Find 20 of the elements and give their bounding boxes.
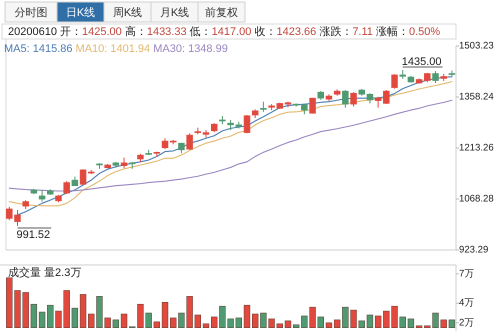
note: 1435.00 <box>402 56 443 68</box>
y-tick-label: 1503.23 <box>459 40 494 52</box>
text: 前复权 <box>205 6 238 19</box>
y-tick-label: 1213.26 <box>459 142 494 154</box>
note: 991.52 <box>16 228 52 241</box>
y-tick-label: 923.29 <box>459 244 488 256</box>
y-tick-label: 1358.24 <box>459 92 494 103</box>
y-tick-label: 2万 <box>459 317 474 328</box>
text: 分时图 <box>14 6 48 19</box>
text: MA10: 1401.94 <box>72 43 150 55</box>
text: 月K线 <box>160 6 190 19</box>
chart-title: 成交量 量2.3万 <box>8 266 82 279</box>
text: MA5: 1415.86 <box>4 43 72 55</box>
text: 周K线 <box>112 6 142 19</box>
y-tick-label: 4万 <box>459 298 474 309</box>
text: MA30: 1348.99 <box>150 43 228 55</box>
text: 日K线 <box>66 6 96 19</box>
y-tick-label: 1068.28 <box>459 194 494 205</box>
chart-title: 20200610 开：1425.00 高：1433.33 低：1417.00 收：1423.66 涨跌：7.11 涨幅：0.50% <box>8 26 440 38</box>
y-tick-label: 7万 <box>459 268 474 280</box>
